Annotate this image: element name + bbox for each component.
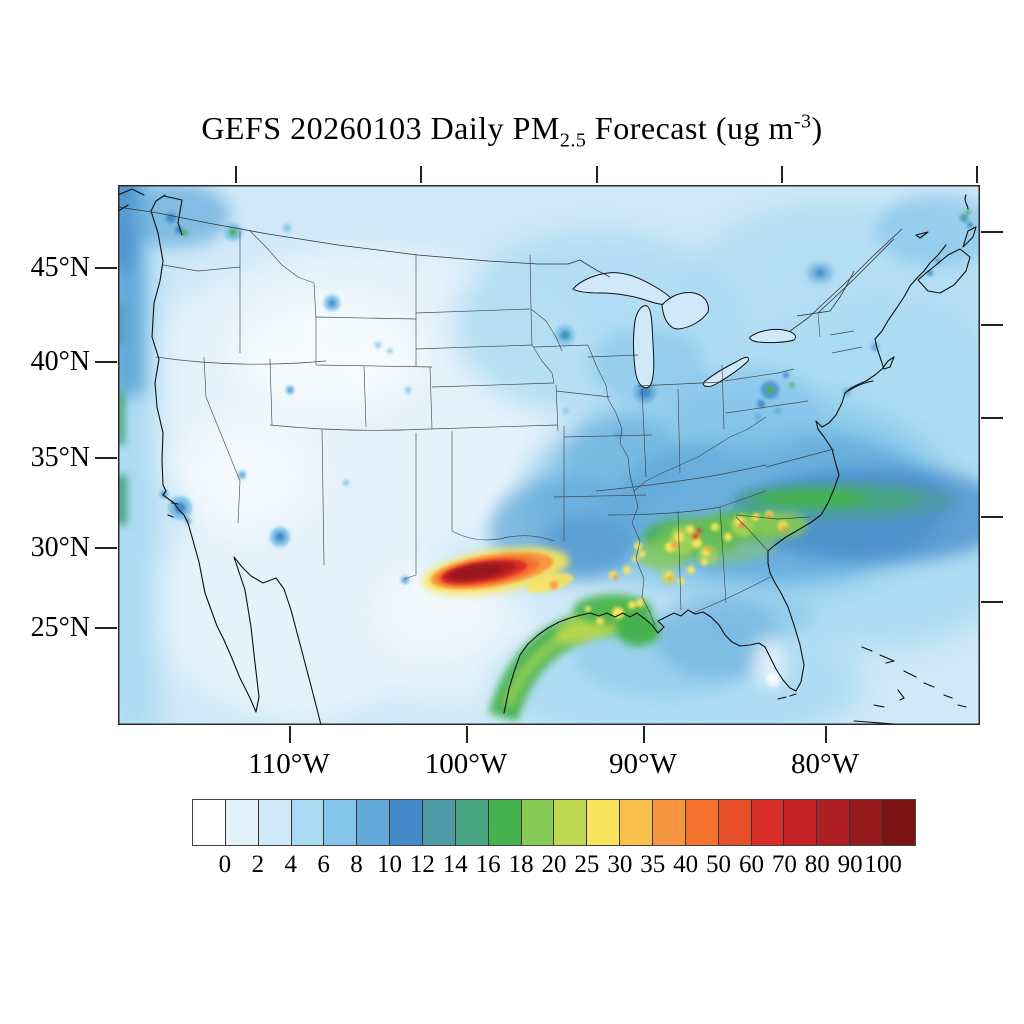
title-prefix: GEFS 20260103 Daily PM — [201, 110, 560, 146]
colorbar-tick-label: 25 — [574, 851, 600, 878]
title-superscript: -3 — [793, 110, 812, 133]
colorbar-cell — [225, 800, 259, 845]
lat-tick — [95, 457, 117, 459]
lat-tick-right — [981, 516, 1003, 518]
lon-tick-top — [235, 166, 237, 183]
lon-tick — [825, 726, 827, 743]
coastlines — [118, 188, 977, 725]
lon-label-100w: 100°W — [424, 748, 508, 780]
colorbar-tick-label: 12 — [409, 851, 435, 878]
colorbar-cell — [554, 800, 588, 845]
colorbar-tick-label: 50 — [706, 851, 732, 878]
lon-tick — [466, 726, 468, 743]
forecast-map — [118, 185, 980, 725]
title-subscript: 2.5 — [559, 129, 587, 152]
figure-title: GEFS 20260103 Daily PM2.5 Forecast (ug m… — [0, 110, 1024, 152]
colorbar-tick-label: 100 — [864, 851, 902, 878]
colorbar-ticks: 0 2 4 6 8 10 12 14 16 18 20 25 30 35 40 50 60 70 80 90 100 — [192, 851, 916, 881]
colorbar-cell — [883, 800, 915, 845]
colorbar-cell — [488, 800, 522, 845]
colorbar-tick-label: 10 — [376, 851, 402, 878]
lat-label-45n: 45°N — [30, 252, 90, 283]
lat-tick-right — [981, 231, 1003, 233]
lon-label-90w: 90°W — [609, 748, 677, 780]
lon-label-80w: 80°W — [791, 748, 859, 780]
colorbar-cell — [291, 800, 325, 845]
colorbar-cell — [850, 800, 884, 845]
colorbar-cell — [653, 800, 686, 845]
colorbar-tick-label: 90 — [837, 851, 863, 878]
great-lakes — [572, 272, 797, 389]
pm25-field — [118, 185, 980, 725]
lon-tick-top — [976, 166, 978, 183]
colorbar-cell — [324, 800, 358, 845]
title-mid: Forecast (ug m — [586, 110, 794, 146]
national-borders — [118, 206, 903, 332]
colorbar-cell — [390, 800, 424, 845]
lon-label-110w: 110°W — [248, 748, 330, 780]
colorbar-cell — [521, 800, 555, 845]
colorbar-cell — [193, 800, 226, 845]
lon-tick-top — [781, 166, 783, 183]
lon-tick-top — [596, 166, 598, 183]
colorbar-tick-label: 80 — [804, 851, 830, 878]
colorbar-tick-label: 2 — [251, 851, 265, 878]
colorbar-tick-label: 70 — [771, 851, 797, 878]
colorbar-tick-label: 14 — [442, 851, 468, 878]
colorbar-tick-label: 30 — [607, 851, 633, 878]
colorbar-tick-label: 35 — [640, 851, 666, 878]
state-borders — [155, 230, 863, 626]
colorbar — [192, 799, 916, 846]
lon-tick-top — [420, 166, 422, 183]
lat-tick-right — [981, 324, 1003, 326]
colorbar-cell — [423, 800, 456, 845]
colorbar-tick-label: 40 — [673, 851, 699, 878]
texas-hotspot — [422, 547, 574, 595]
city-and-speckle-maxima — [160, 209, 973, 687]
title-suffix: ) — [811, 110, 823, 146]
colorbar-tick-label: 20 — [541, 851, 567, 878]
lon-tick — [289, 726, 291, 743]
lat-tick — [95, 361, 117, 363]
lat-tick-right — [981, 601, 1003, 603]
colorbar-cell — [685, 800, 719, 845]
lat-label-30n: 30°N — [30, 532, 90, 563]
lat-tick — [95, 627, 117, 629]
lat-label-40n: 40°N — [30, 346, 90, 377]
lat-label-35n: 35°N — [30, 442, 90, 473]
colorbar-cell — [620, 800, 654, 845]
colorbar-tick-label: 60 — [738, 851, 764, 878]
colorbar-tick-label: 8 — [350, 851, 363, 878]
colorbar-tick-label: 4 — [284, 851, 297, 878]
lat-tick — [95, 267, 117, 269]
colorbar-cell — [455, 800, 489, 845]
colorbar-cell — [718, 800, 752, 845]
colorbar-cell — [587, 800, 621, 845]
colorbar-cell — [817, 800, 851, 845]
colorbar-tick-label: 0 — [218, 851, 232, 878]
colorbar-tick-label: 16 — [475, 851, 501, 878]
lat-tick — [95, 547, 117, 549]
colorbar-cell — [258, 800, 292, 845]
colorbar-cell — [357, 800, 391, 845]
colorbar-tick-label: 18 — [508, 851, 534, 878]
lon-tick — [643, 726, 645, 743]
colorbar-cell — [751, 800, 785, 845]
colorbar-tick-label: 6 — [317, 851, 330, 878]
lat-tick-right — [981, 417, 1003, 419]
colorbar-cell — [784, 800, 818, 845]
lat-label-25n: 25°N — [30, 612, 90, 643]
pm25-contour-map — [118, 185, 980, 725]
